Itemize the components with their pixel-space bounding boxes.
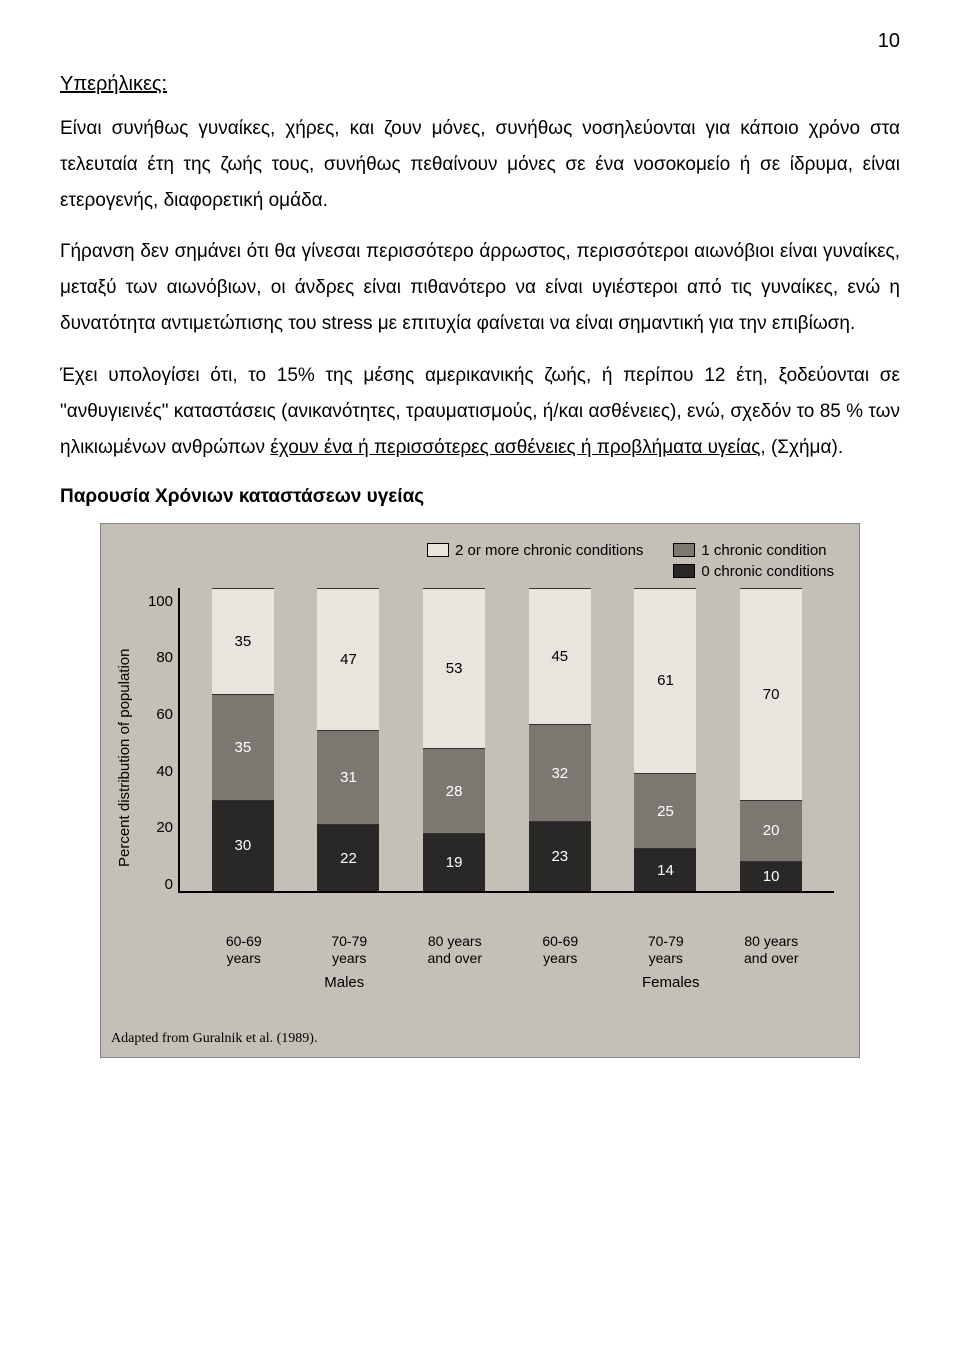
- paragraph-2: Γήρανση δεν σημάνει ότι θα γίνεσαι περισ…: [60, 234, 900, 342]
- paragraph-3-part-b: , (Σχήμα).: [760, 437, 843, 458]
- legend-swatch-one: [673, 543, 695, 557]
- bar-3: 453223: [529, 588, 591, 891]
- segment-zero: 10: [740, 861, 802, 891]
- group-label-females: Females: [508, 974, 835, 991]
- chart-legend: 2 or more chronic conditions 1 chronic c…: [111, 534, 849, 588]
- segment-one: 25: [634, 773, 696, 849]
- segment-two-or-more: 47: [317, 588, 379, 730]
- segment-zero: 23: [529, 821, 591, 891]
- group-labels: Males Females: [181, 974, 834, 991]
- legend-swatch-two-or-more: [427, 543, 449, 557]
- segment-zero: 19: [423, 833, 485, 891]
- x-label-0: 60-69years: [213, 933, 275, 967]
- y-axis-ticks: 100 80 60 40 20 0: [138, 588, 178, 928]
- y-tick: 20: [143, 819, 173, 836]
- segment-two-or-more: 61: [634, 588, 696, 773]
- legend-label-one: 1 chronic condition: [701, 542, 826, 559]
- segment-two-or-more: 53: [423, 588, 485, 749]
- plot-area: Percent distribution of population 10080…: [111, 588, 849, 928]
- paragraph-3: Έχει υπολογίσει ότι, το 15% της μέσης αμ…: [60, 358, 900, 466]
- bars-area: 353530473122532819453223612514702010: [178, 588, 834, 893]
- segment-one: 28: [423, 748, 485, 833]
- legend-label-two-or-more: 2 or more chronic conditions: [455, 542, 643, 559]
- x-axis-labels: 60-69years 70-79years 80 yearsand over 60-6…: [181, 928, 834, 967]
- legend-item-zero: 0 chronic conditions: [673, 563, 834, 580]
- y-axis-label: Percent distribution of population: [111, 588, 138, 928]
- y-tick: 80: [143, 649, 173, 666]
- legend-swatch-zero: [673, 564, 695, 578]
- segment-zero: 22: [317, 824, 379, 891]
- bar-0: 353530: [212, 588, 274, 891]
- segment-one: 35: [212, 694, 274, 800]
- x-label-1: 70-79years: [318, 933, 380, 967]
- chart-source: Adapted from Guralnik et al. (1989).: [111, 1031, 849, 1047]
- legend-label-zero: 0 chronic conditions: [701, 563, 834, 580]
- section-title: Υπερήλικες:: [60, 73, 900, 96]
- paragraph-3-underline: έχουν ένα ή περισσότερες ασθένειες ή προ…: [270, 437, 760, 458]
- legend-item-two-or-more: 2 or more chronic conditions: [427, 542, 643, 559]
- chronic-conditions-chart: 2 or more chronic conditions 1 chronic c…: [100, 523, 860, 1059]
- y-tick: 60: [143, 706, 173, 723]
- x-label-3: 60-69years: [529, 933, 591, 967]
- segment-one: 31: [317, 730, 379, 824]
- segment-one: 32: [529, 724, 591, 821]
- bar-1: 473122: [317, 588, 379, 891]
- y-tick: 0: [143, 876, 173, 893]
- segment-two-or-more: 70: [740, 588, 802, 800]
- segment-two-or-more: 35: [212, 588, 274, 694]
- x-label-4: 70-79years: [635, 933, 697, 967]
- chart-title: Παρουσία Χρόνιων καταστάσεων υγείας: [60, 486, 900, 508]
- segment-zero: 30: [212, 800, 274, 891]
- x-label-5: 80 yearsand over: [740, 933, 802, 967]
- segment-two-or-more: 45: [529, 588, 591, 724]
- paragraph-1: Είναι συνήθως γυναίκες, χήρες, και ζουν …: [60, 111, 900, 219]
- y-tick: 40: [143, 763, 173, 780]
- bar-4: 612514: [634, 588, 696, 891]
- group-label-males: Males: [181, 974, 508, 991]
- legend-item-one: 1 chronic condition: [673, 542, 834, 559]
- x-label-2: 80 yearsand over: [424, 933, 486, 967]
- page-number: 10: [60, 30, 900, 53]
- segment-one: 20: [740, 800, 802, 861]
- y-tick: 100: [143, 593, 173, 610]
- segment-zero: 14: [634, 848, 696, 890]
- bar-5: 702010: [740, 588, 802, 891]
- bar-2: 532819: [423, 588, 485, 891]
